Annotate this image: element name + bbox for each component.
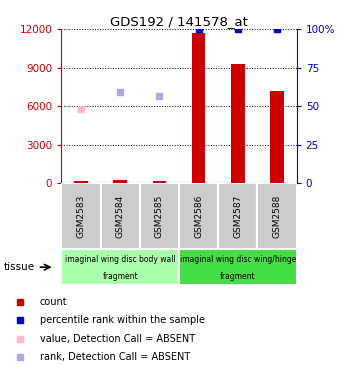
Text: percentile rank within the sample: percentile rank within the sample	[40, 315, 205, 325]
Text: value, Detection Call = ABSENT: value, Detection Call = ABSENT	[40, 333, 195, 344]
Text: fragment: fragment	[220, 272, 256, 281]
Text: count: count	[40, 297, 67, 307]
Text: fragment: fragment	[102, 272, 138, 281]
Bar	[113, 180, 127, 183]
Bar	[61, 249, 179, 285]
Bar	[152, 181, 166, 183]
Bar	[192, 33, 206, 183]
Text: rank, Detection Call = ABSENT: rank, Detection Call = ABSENT	[40, 352, 190, 362]
Bar	[179, 183, 218, 249]
Bar	[74, 182, 88, 183]
Bar	[231, 64, 245, 183]
Bar	[270, 91, 284, 183]
Text: GSM2588: GSM2588	[272, 194, 282, 238]
Bar	[101, 183, 140, 249]
Text: imaginal wing disc wing/hinge: imaginal wing disc wing/hinge	[180, 255, 296, 264]
Bar	[140, 183, 179, 249]
Title: GDS192 / 141578_at: GDS192 / 141578_at	[110, 15, 248, 28]
Text: GSM2586: GSM2586	[194, 194, 203, 238]
Text: GSM2585: GSM2585	[155, 194, 164, 238]
Bar	[257, 183, 297, 249]
Text: GSM2583: GSM2583	[76, 194, 86, 238]
Text: tissue: tissue	[3, 262, 34, 272]
Text: GSM2587: GSM2587	[233, 194, 242, 238]
Bar	[61, 183, 101, 249]
Text: GSM2584: GSM2584	[116, 194, 125, 238]
Bar	[179, 249, 297, 285]
Text: imaginal wing disc body wall: imaginal wing disc body wall	[65, 255, 176, 264]
Bar	[218, 183, 257, 249]
